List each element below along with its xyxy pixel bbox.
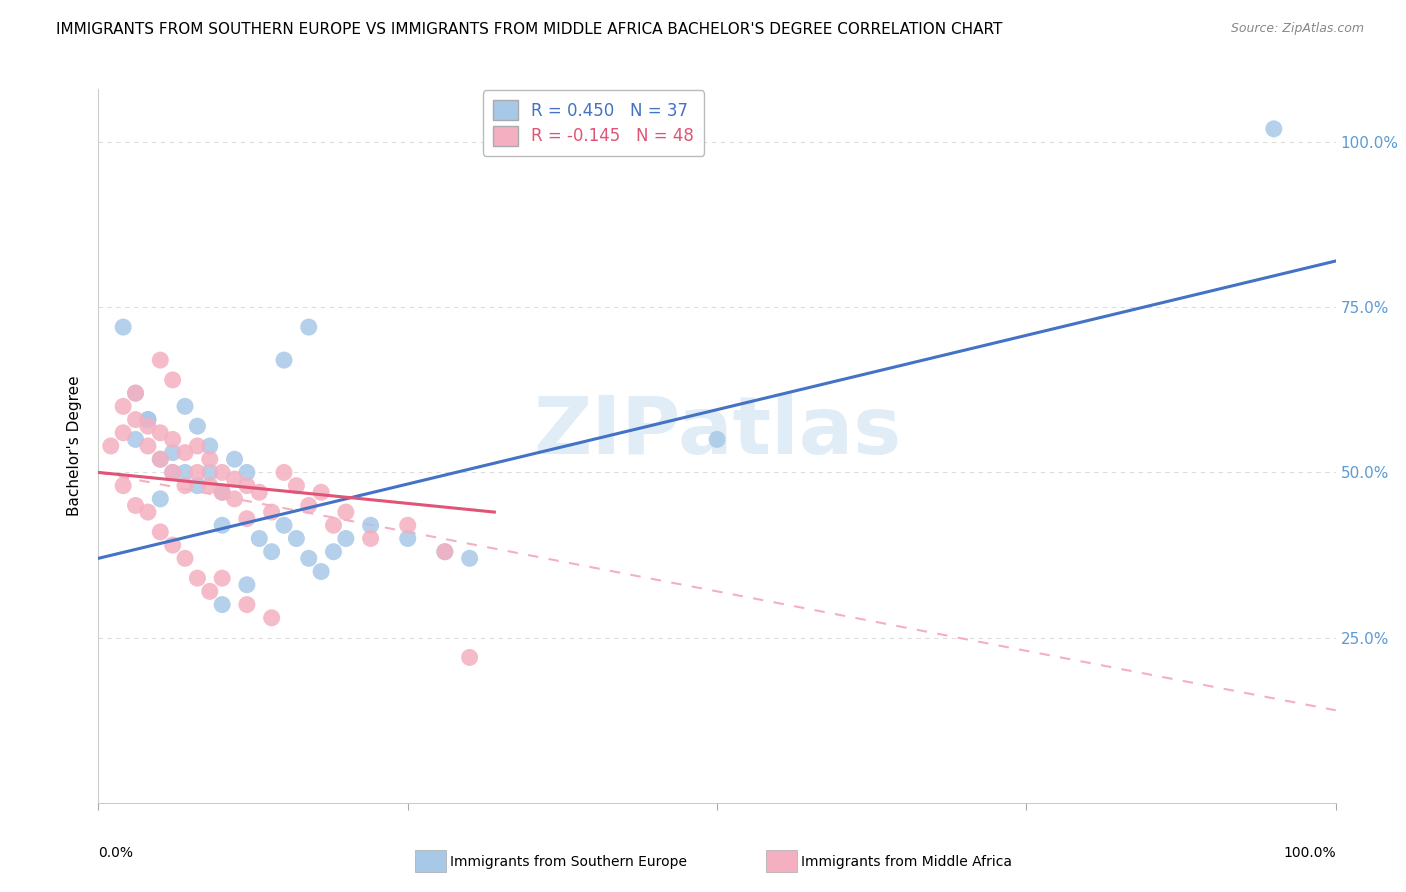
Text: 0.0%: 0.0% bbox=[98, 846, 134, 860]
Point bbox=[186, 478, 208, 492]
Point bbox=[112, 478, 135, 492]
Point bbox=[396, 518, 419, 533]
Point bbox=[162, 373, 184, 387]
Point bbox=[211, 518, 233, 533]
Point bbox=[211, 485, 233, 500]
Point bbox=[136, 412, 159, 426]
Point bbox=[236, 478, 259, 492]
Point bbox=[335, 505, 357, 519]
Point bbox=[247, 485, 270, 500]
Point bbox=[136, 419, 159, 434]
Point bbox=[298, 551, 321, 566]
Point bbox=[112, 320, 135, 334]
Point bbox=[112, 425, 135, 440]
Point bbox=[186, 419, 208, 434]
Point bbox=[124, 386, 146, 401]
Point bbox=[458, 650, 481, 665]
Point bbox=[360, 518, 382, 533]
Point bbox=[335, 532, 357, 546]
Point bbox=[198, 466, 221, 480]
Text: Immigrants from Middle Africa: Immigrants from Middle Africa bbox=[801, 855, 1012, 869]
Point bbox=[174, 445, 197, 459]
Point bbox=[260, 505, 283, 519]
Point bbox=[162, 538, 184, 552]
Point bbox=[309, 485, 332, 500]
Point bbox=[198, 439, 221, 453]
Point bbox=[273, 466, 295, 480]
Point bbox=[149, 452, 172, 467]
Point bbox=[149, 353, 172, 368]
Point bbox=[136, 439, 159, 453]
Text: ZIPatlas: ZIPatlas bbox=[533, 392, 901, 471]
Point bbox=[162, 433, 184, 447]
Point bbox=[100, 439, 122, 453]
Point bbox=[236, 466, 259, 480]
Point bbox=[149, 452, 172, 467]
Point bbox=[224, 452, 246, 467]
Point bbox=[260, 611, 283, 625]
Point bbox=[198, 452, 221, 467]
Point bbox=[186, 571, 208, 585]
Point bbox=[124, 386, 146, 401]
Point bbox=[322, 518, 344, 533]
Point bbox=[174, 478, 197, 492]
Y-axis label: Bachelor's Degree: Bachelor's Degree bbox=[67, 376, 83, 516]
Point bbox=[124, 412, 146, 426]
Text: Source: ZipAtlas.com: Source: ZipAtlas.com bbox=[1230, 22, 1364, 36]
Point bbox=[285, 532, 308, 546]
Point bbox=[236, 511, 259, 525]
Point bbox=[136, 412, 159, 426]
Point bbox=[273, 353, 295, 368]
Point bbox=[433, 545, 456, 559]
Point bbox=[136, 505, 159, 519]
Point bbox=[211, 485, 233, 500]
Point bbox=[236, 598, 259, 612]
Point bbox=[112, 400, 135, 414]
Point bbox=[174, 551, 197, 566]
Point bbox=[198, 478, 221, 492]
Point bbox=[260, 545, 283, 559]
Text: 100.0%: 100.0% bbox=[1284, 846, 1336, 860]
Point bbox=[149, 425, 172, 440]
Point bbox=[149, 491, 172, 506]
Point bbox=[224, 472, 246, 486]
Point bbox=[360, 532, 382, 546]
Point bbox=[273, 518, 295, 533]
Point bbox=[149, 524, 172, 539]
Point bbox=[433, 545, 456, 559]
Point bbox=[224, 491, 246, 506]
Point bbox=[174, 400, 197, 414]
Point bbox=[396, 532, 419, 546]
Point bbox=[162, 445, 184, 459]
Point bbox=[162, 466, 184, 480]
Point bbox=[124, 433, 146, 447]
Point bbox=[186, 466, 208, 480]
Point bbox=[211, 571, 233, 585]
Point bbox=[706, 433, 728, 447]
Text: IMMIGRANTS FROM SOUTHERN EUROPE VS IMMIGRANTS FROM MIDDLE AFRICA BACHELOR'S DEGR: IMMIGRANTS FROM SOUTHERN EUROPE VS IMMIG… bbox=[56, 22, 1002, 37]
Point bbox=[322, 545, 344, 559]
Point bbox=[198, 584, 221, 599]
Point bbox=[211, 466, 233, 480]
Point bbox=[124, 499, 146, 513]
Text: Immigrants from Southern Europe: Immigrants from Southern Europe bbox=[450, 855, 688, 869]
Point bbox=[174, 466, 197, 480]
Legend: R = 0.450   N = 37, R = -0.145   N = 48: R = 0.450 N = 37, R = -0.145 N = 48 bbox=[482, 90, 704, 155]
Point bbox=[236, 578, 259, 592]
Point bbox=[186, 439, 208, 453]
Point bbox=[162, 466, 184, 480]
Point bbox=[298, 499, 321, 513]
Point bbox=[211, 598, 233, 612]
Point bbox=[1263, 121, 1285, 136]
Point bbox=[458, 551, 481, 566]
Point bbox=[247, 532, 270, 546]
Point bbox=[285, 478, 308, 492]
Point bbox=[298, 320, 321, 334]
Point bbox=[309, 565, 332, 579]
